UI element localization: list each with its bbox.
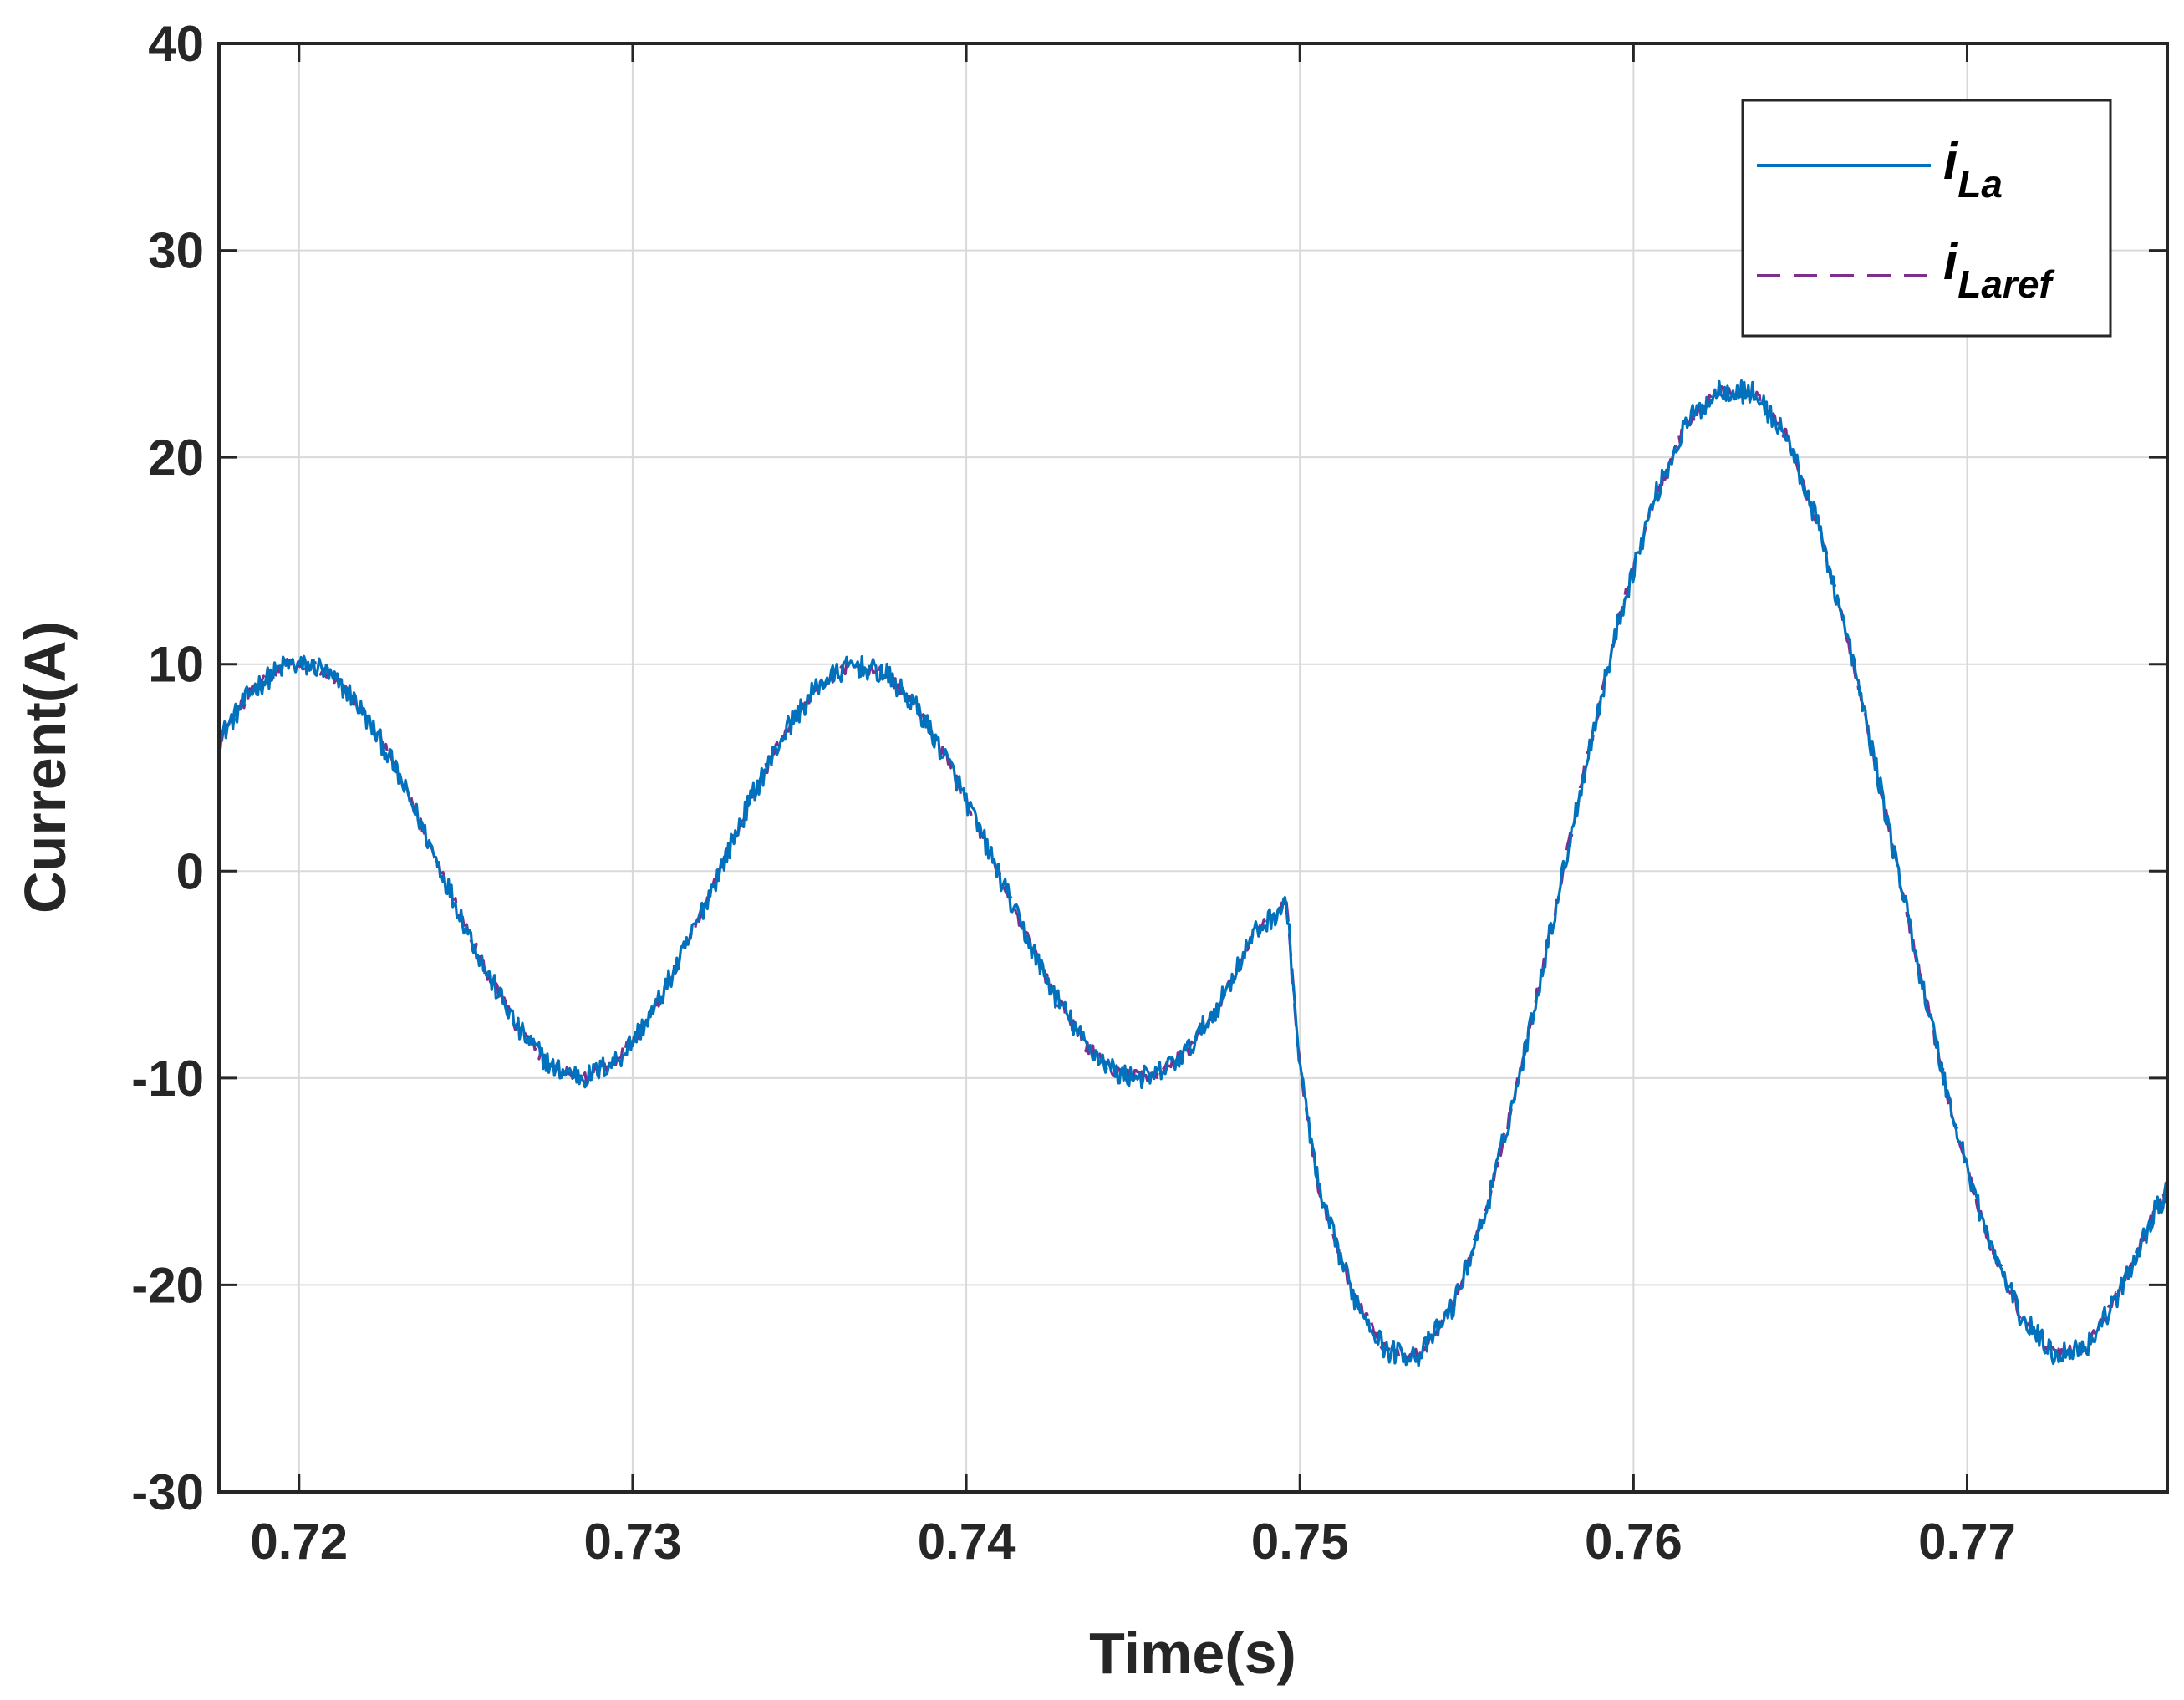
y-axis: -30 -20 -10 0 10 20 30 40 <box>131 16 2167 1520</box>
x-tick-label: 0.76 <box>1585 1514 1683 1570</box>
legend: iLa iLaref <box>1741 99 2112 338</box>
y-tick-label: 20 <box>148 430 204 486</box>
y-tick-label: -20 <box>131 1257 204 1313</box>
x-tick-label: 0.75 <box>1251 1514 1349 1570</box>
y-tick-label: -10 <box>131 1051 204 1107</box>
legend-box <box>1741 99 2112 338</box>
legend-ila-sub: La <box>1957 162 2003 206</box>
legend-entry-ilaref: iLaref <box>1943 233 2055 306</box>
x-tick-label: 0.73 <box>584 1514 682 1570</box>
x-axis: 0.72 0.73 0.74 0.75 0.76 0.77 <box>250 43 2016 1570</box>
x-tick-label: 0.77 <box>1918 1514 2016 1570</box>
series-line-ila <box>219 379 2167 1367</box>
y-tick-label: 0 <box>176 843 204 899</box>
y-tick-label: 10 <box>148 637 204 693</box>
y-tick-label: -30 <box>131 1464 204 1520</box>
legend-ila-main: i <box>1943 133 1959 191</box>
plot-frame <box>217 42 2169 1494</box>
legend-entry-ila: iLa <box>1943 133 2003 206</box>
y-axis-label: Current(A) <box>13 621 78 914</box>
y-tick-label: 30 <box>148 223 204 279</box>
legend-ilaref-sub: Laref <box>1957 262 2055 306</box>
series-layer <box>219 379 2167 1367</box>
y-tick-label: 40 <box>148 16 204 72</box>
legend-ilaref-main: i <box>1943 233 1959 291</box>
x-tick-label: 0.74 <box>918 1514 1016 1570</box>
x-tick-label: 0.72 <box>250 1514 348 1570</box>
x-axis-label: Time(s) <box>1089 1621 1296 1686</box>
